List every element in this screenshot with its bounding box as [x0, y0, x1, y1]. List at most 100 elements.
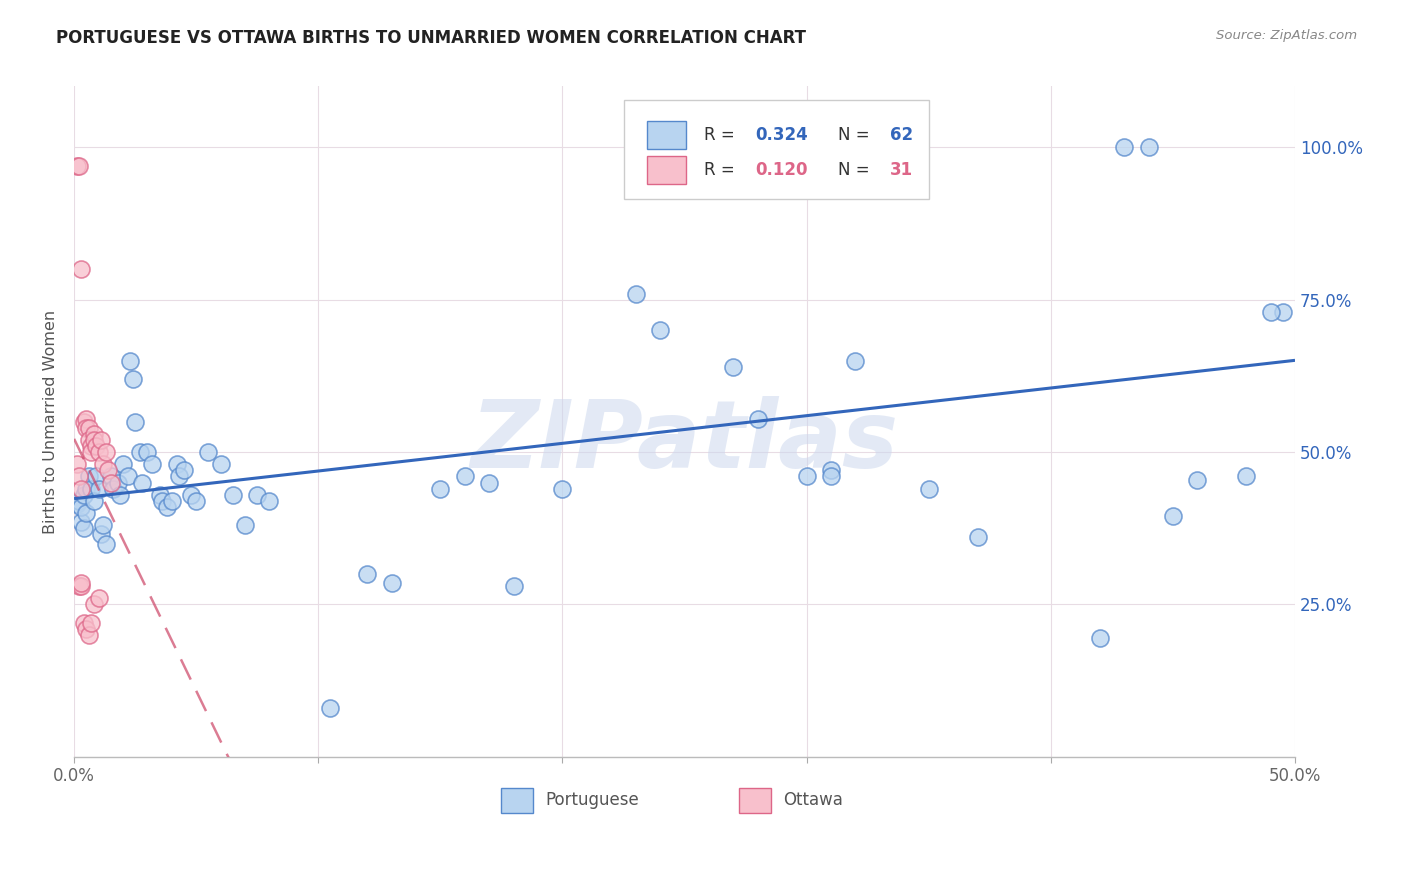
Point	[197, 445, 219, 459]
FancyBboxPatch shape	[740, 788, 772, 814]
Point	[80, 439, 103, 453]
Point	[844, 353, 866, 368]
Point	[1187, 473, 1209, 487]
Point	[148, 488, 170, 502]
Point	[67, 579, 90, 593]
Point	[90, 433, 112, 447]
Point	[129, 445, 152, 459]
Point	[77, 433, 100, 447]
Point	[173, 463, 195, 477]
Point	[723, 359, 745, 374]
Point	[1112, 140, 1135, 154]
Point	[1161, 509, 1184, 524]
Point	[65, 497, 87, 511]
Point	[70, 579, 93, 593]
Point	[650, 323, 672, 337]
Point	[70, 576, 93, 591]
Text: Portuguese: Portuguese	[546, 791, 640, 809]
Point	[67, 159, 90, 173]
Point	[783, 128, 806, 142]
Point	[166, 457, 188, 471]
Point	[551, 482, 574, 496]
Point	[111, 457, 134, 471]
Point	[101, 482, 124, 496]
Point	[93, 457, 115, 471]
Point	[84, 439, 107, 453]
Point	[1271, 305, 1294, 319]
Point	[83, 433, 105, 447]
Point	[124, 415, 146, 429]
Point	[136, 445, 159, 459]
Point	[160, 493, 183, 508]
Text: R =: R =	[704, 127, 735, 145]
Point	[1137, 140, 1160, 154]
Point	[820, 469, 842, 483]
Point	[454, 469, 477, 483]
Point	[70, 515, 93, 529]
Text: Ottawa: Ottawa	[783, 791, 844, 809]
FancyBboxPatch shape	[647, 121, 686, 149]
Point	[87, 591, 110, 606]
Point	[83, 426, 105, 441]
Point	[73, 615, 96, 630]
Point	[93, 518, 115, 533]
Point	[141, 457, 163, 471]
Point	[75, 420, 97, 434]
Point	[117, 469, 139, 483]
Point	[83, 493, 105, 508]
Point	[75, 482, 97, 496]
Point	[70, 500, 93, 514]
Point	[259, 493, 281, 508]
Point	[502, 579, 524, 593]
Point	[246, 488, 269, 502]
Point	[80, 615, 103, 630]
Point	[83, 598, 105, 612]
Point	[624, 286, 647, 301]
Point	[356, 566, 378, 581]
FancyBboxPatch shape	[647, 156, 686, 185]
Point	[75, 506, 97, 520]
Point	[233, 518, 256, 533]
Point	[180, 488, 202, 502]
Point	[807, 128, 830, 142]
Text: N =: N =	[838, 127, 870, 145]
Point	[67, 493, 90, 508]
Point	[77, 420, 100, 434]
Point	[131, 475, 153, 490]
Point	[478, 475, 501, 490]
Point	[966, 530, 988, 544]
Point	[429, 482, 451, 496]
Point	[73, 488, 96, 502]
Point	[222, 488, 245, 502]
FancyBboxPatch shape	[502, 788, 533, 814]
Point	[80, 482, 103, 496]
Point	[121, 372, 143, 386]
Text: PORTUGUESE VS OTTAWA BIRTHS TO UNMARRIED WOMEN CORRELATION CHART: PORTUGUESE VS OTTAWA BIRTHS TO UNMARRIED…	[56, 29, 806, 47]
Point	[107, 475, 129, 490]
Point	[100, 475, 122, 490]
Point	[747, 411, 769, 425]
Point	[110, 488, 132, 502]
Point	[150, 493, 173, 508]
Point	[73, 415, 96, 429]
Point	[209, 457, 232, 471]
Point	[319, 701, 342, 715]
Point	[87, 445, 110, 459]
Point	[70, 262, 93, 277]
Point	[380, 576, 402, 591]
Point	[67, 469, 90, 483]
Point	[186, 493, 208, 508]
Point	[1088, 631, 1111, 645]
Point	[796, 469, 818, 483]
Point	[820, 463, 842, 477]
Point	[77, 628, 100, 642]
Point	[167, 469, 190, 483]
Point	[1260, 305, 1282, 319]
Point	[100, 469, 122, 483]
Text: 0.324: 0.324	[755, 127, 808, 145]
Text: Source: ZipAtlas.com: Source: ZipAtlas.com	[1216, 29, 1357, 43]
Point	[65, 457, 87, 471]
Y-axis label: Births to Unmarried Women: Births to Unmarried Women	[44, 310, 58, 533]
Text: ZIPatlas: ZIPatlas	[471, 396, 898, 488]
Point	[1234, 469, 1257, 483]
